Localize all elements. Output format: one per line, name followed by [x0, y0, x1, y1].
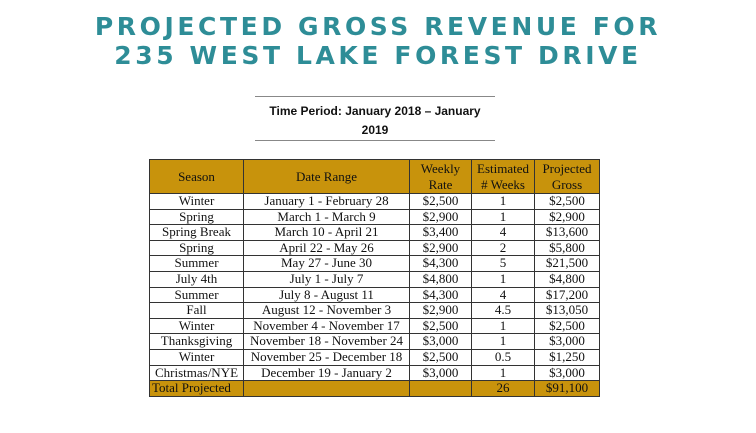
cell-season: Winter [149, 317, 244, 335]
total-row: Total Projected 26 $91,100 [149, 380, 600, 397]
total-weeks: 26 [471, 380, 535, 397]
cell-gross: $17,200 [534, 286, 600, 304]
cell-season: Spring [149, 239, 244, 257]
total-empty-rate [409, 380, 472, 397]
cell-gross: $4,800 [534, 270, 600, 288]
cell-rate: $2,500 [409, 348, 472, 366]
table-row: July 4th July 1 - July 7 $4,800 1 $4,800 [149, 270, 600, 288]
cell-date-range: April 22 - May 26 [243, 239, 410, 257]
table-row: Winter January 1 - February 28 $2,500 1 … [149, 193, 600, 210]
table-row: Fall August 12 - November 3 $2,900 4.5 $… [149, 302, 600, 319]
time-period-box: Time Period: January 2018 – January 2019 [255, 96, 495, 141]
cell-date-range: July 1 - July 7 [243, 270, 410, 288]
cell-season: Spring [149, 208, 244, 226]
cell-weeks: 2 [471, 239, 535, 257]
header-weekly-rate-line1: Weekly [420, 160, 461, 176]
cell-rate: $3,000 [409, 364, 472, 382]
table-row: Christmas/NYE December 19 - January 2 $3… [149, 364, 600, 382]
cell-season: July 4th [149, 270, 244, 288]
cell-date-range: July 8 - August 11 [243, 286, 410, 304]
cell-weeks: 1 [471, 333, 535, 350]
cell-season: Spring Break [149, 224, 244, 241]
table-header-row: Season Date Range Weekly Rate Estimated … [149, 159, 600, 194]
cell-gross: $3,000 [534, 364, 600, 382]
table-row: Winter November 25 - December 18 $2,500 … [149, 348, 600, 366]
cell-weeks: 0.5 [471, 348, 535, 366]
cell-season: Summer [149, 286, 244, 304]
cell-rate: $2,500 [409, 193, 472, 210]
table-row: Summer July 8 - August 11 $4,300 4 $17,2… [149, 286, 600, 304]
title-line-1: PROJECTED GROSS REVENUE FOR [94, 12, 662, 41]
table-row: Summer May 27 - June 30 $4,300 5 $21,500 [149, 255, 600, 272]
cell-gross: $2,500 [534, 193, 600, 210]
cell-rate: $2,900 [409, 239, 472, 257]
cell-weeks: 4 [471, 224, 535, 241]
cell-rate: $2,500 [409, 317, 472, 335]
cell-gross: $5,800 [534, 239, 600, 257]
total-gross: $91,100 [534, 380, 600, 397]
cell-gross: $21,500 [534, 255, 600, 272]
cell-season: Winter [149, 193, 244, 210]
cell-date-range: March 10 - April 21 [243, 224, 410, 241]
cell-season: Winter [149, 348, 244, 366]
cell-date-range: January 1 - February 28 [243, 193, 410, 210]
header-gross-line2: Gross [551, 176, 583, 192]
revenue-table: Season Date Range Weekly Rate Estimated … [149, 159, 600, 397]
cell-gross: $1,250 [534, 348, 600, 366]
header-weeks-line1: Estimated [477, 160, 529, 176]
cell-gross: $13,050 [534, 302, 600, 319]
cell-gross: $2,500 [534, 317, 600, 335]
cell-weeks: 1 [471, 193, 535, 210]
header-season: Season [149, 159, 244, 194]
total-label: Total Projected [149, 380, 244, 397]
cell-rate: $3,400 [409, 224, 472, 241]
cell-date-range: November 18 - November 24 [243, 333, 410, 350]
cell-rate: $4,300 [409, 255, 472, 272]
total-empty-date [243, 380, 410, 397]
cell-gross: $13,600 [534, 224, 600, 241]
cell-weeks: 4.5 [471, 302, 535, 319]
table-row: Spring Break March 10 - April 21 $3,400 … [149, 224, 600, 241]
table-row: Thanksgiving November 18 - November 24 $… [149, 333, 600, 350]
cell-weeks: 1 [471, 208, 535, 226]
header-projected-gross: Projected Gross [534, 159, 600, 194]
cell-date-range: March 1 - March 9 [243, 208, 410, 226]
header-weeks-line2: # Weeks [481, 176, 525, 192]
table-row: Spring April 22 - May 26 $2,900 2 $5,800 [149, 239, 600, 257]
table-row: Winter November 4 - November 17 $2,500 1… [149, 317, 600, 335]
cell-weeks: 1 [471, 317, 535, 335]
cell-date-range: August 12 - November 3 [243, 302, 410, 319]
cell-season: Christmas/NYE [149, 364, 244, 382]
time-period: Time Period: January 2018 – January 2019 [269, 104, 481, 137]
cell-rate: $2,900 [409, 302, 472, 319]
table-row: Spring March 1 - March 9 $2,900 1 $2,900 [149, 208, 600, 226]
cell-weeks: 4 [471, 286, 535, 304]
cell-date-range: November 4 - November 17 [243, 317, 410, 335]
header-date-range: Date Range [243, 159, 410, 194]
cell-rate: $4,300 [409, 286, 472, 304]
title-line-2: 235 WEST LAKE FOREST DRIVE [114, 41, 642, 70]
cell-gross: $3,000 [534, 333, 600, 350]
cell-weeks: 5 [471, 255, 535, 272]
cell-gross: $2,900 [534, 208, 600, 226]
cell-rate: $3,000 [409, 333, 472, 350]
cell-rate: $4,800 [409, 270, 472, 288]
cell-date-range: December 19 - January 2 [243, 364, 410, 382]
cell-weeks: 1 [471, 270, 535, 288]
header-estimated-weeks: Estimated # Weeks [471, 159, 535, 194]
cell-date-range: November 25 - December 18 [243, 348, 410, 366]
cell-season: Fall [149, 302, 244, 319]
document-title: PROJECTED GROSS REVENUE FOR 235 WEST LAK… [0, 12, 756, 70]
header-weekly-rate: Weekly Rate [409, 159, 472, 194]
cell-date-range: May 27 - June 30 [243, 255, 410, 272]
cell-weeks: 1 [471, 364, 535, 382]
cell-rate: $2,900 [409, 208, 472, 226]
header-gross-line1: Projected [542, 160, 592, 176]
cell-season: Summer [149, 255, 244, 272]
cell-season: Thanksgiving [149, 333, 244, 350]
header-weekly-rate-line2: Rate [428, 176, 453, 192]
